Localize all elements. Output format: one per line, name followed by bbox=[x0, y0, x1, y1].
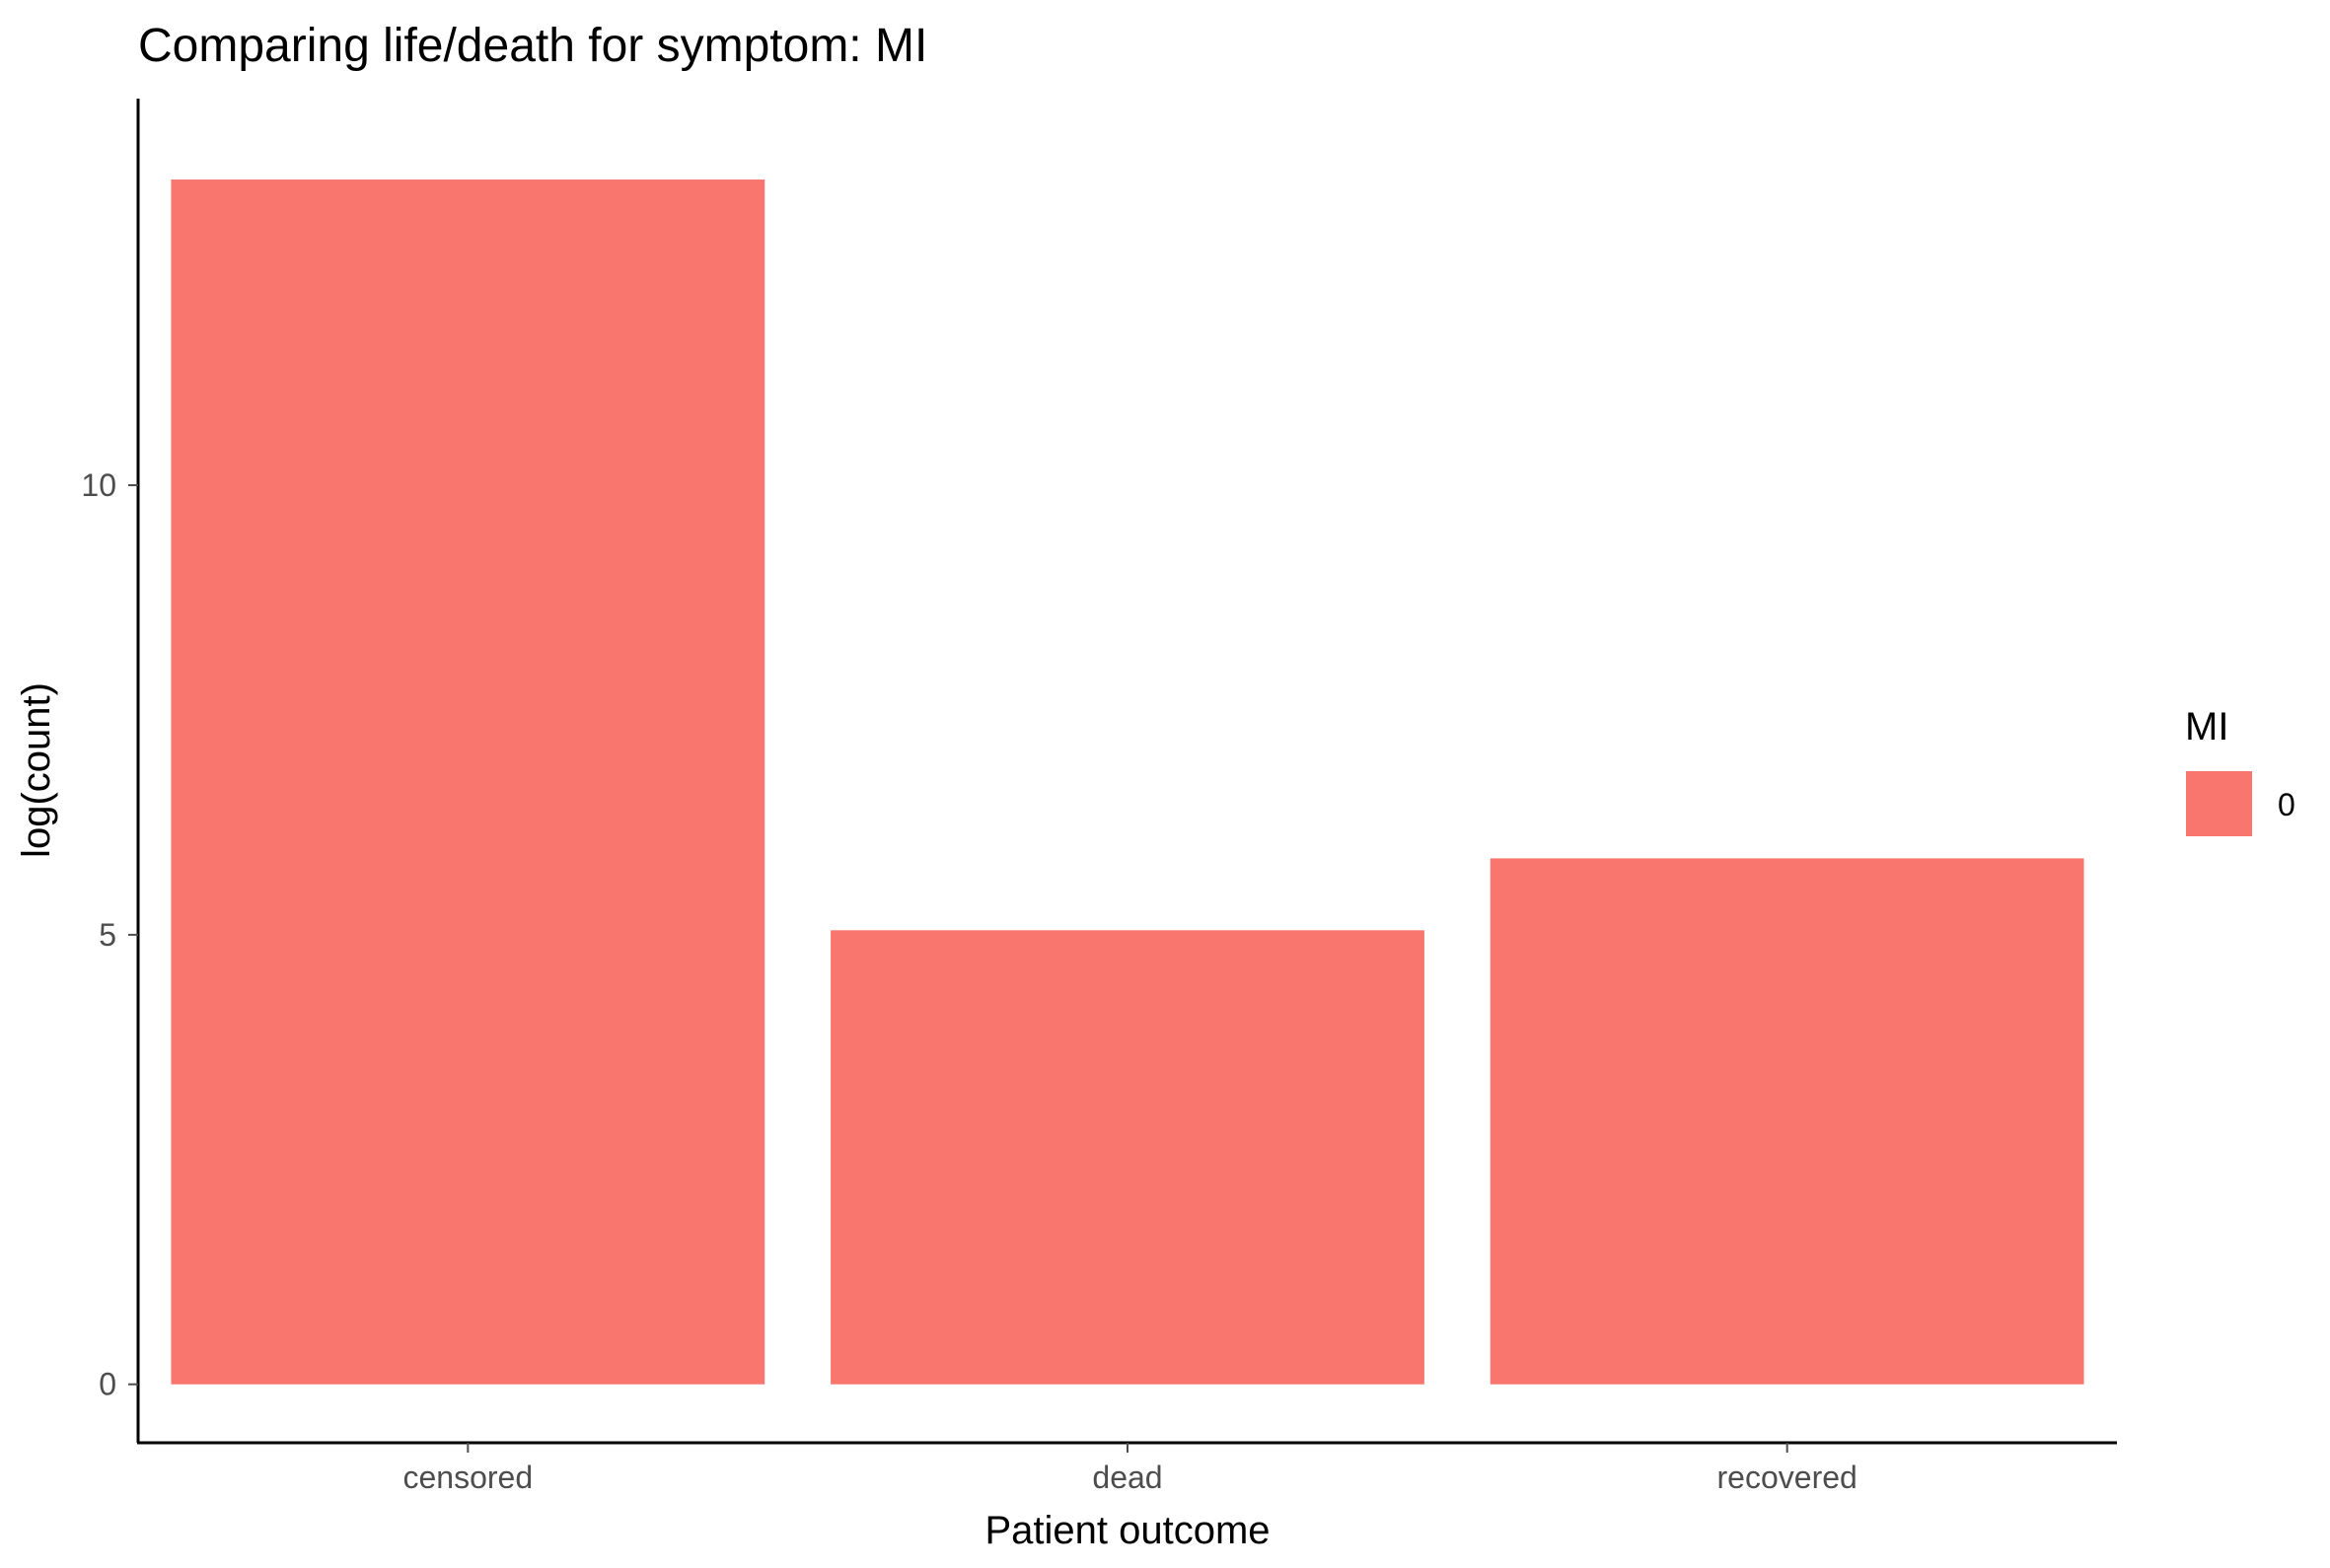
legend-key-0 bbox=[2186, 771, 2252, 836]
chart-title: Comparing life/death for symptom: MI bbox=[138, 20, 927, 72]
x-ticks-group: censored dead recovered bbox=[403, 1443, 1857, 1495]
bars-group bbox=[171, 179, 2084, 1385]
y-ticks-group: 0 5 10 bbox=[81, 467, 138, 1402]
bar-censored bbox=[171, 179, 765, 1385]
y-tick-label-0: 0 bbox=[99, 1367, 116, 1402]
bar-dead bbox=[831, 930, 1424, 1385]
legend-title: MI bbox=[2185, 705, 2228, 748]
legend-label-0: 0 bbox=[2278, 787, 2295, 822]
y-tick-label-5: 5 bbox=[99, 917, 116, 953]
x-tick-label-censored: censored bbox=[403, 1460, 534, 1495]
x-tick-label-dead: dead bbox=[1092, 1460, 1162, 1495]
x-axis-title: Patient outcome bbox=[984, 1509, 1270, 1552]
legend: MI 0 bbox=[2185, 705, 2295, 836]
bar-recovered bbox=[1490, 858, 2084, 1385]
y-axis-title: log(count) bbox=[15, 682, 58, 858]
x-tick-label-recovered: recovered bbox=[1717, 1460, 1857, 1495]
y-tick-label-10: 10 bbox=[81, 467, 116, 503]
